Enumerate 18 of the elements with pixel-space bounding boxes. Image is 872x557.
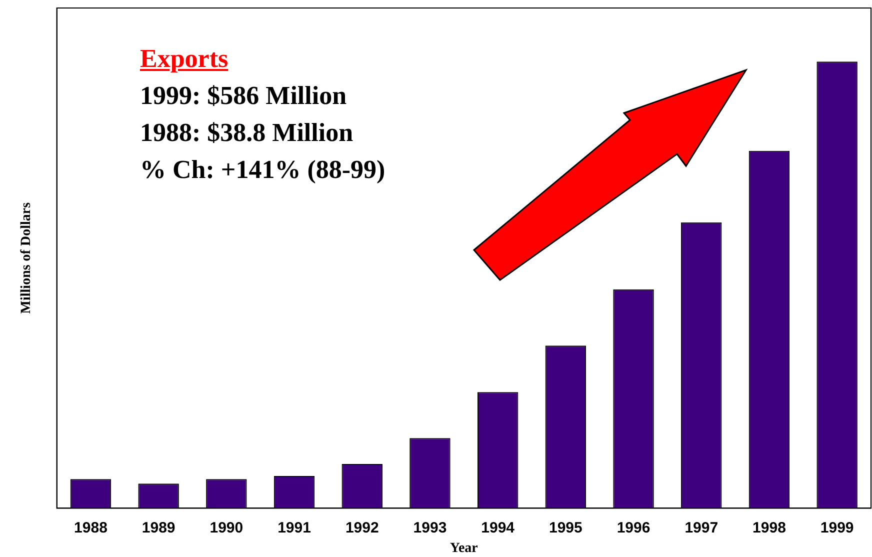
- x-axis-title: Year: [450, 541, 478, 556]
- x-tick-label: 1992: [345, 519, 379, 536]
- x-tick-label: 1993: [413, 519, 447, 536]
- y-axis-title: Millions of Dollars: [19, 202, 34, 314]
- x-tick-label: 1990: [210, 519, 244, 536]
- annotation: 1999: $586 Million: [140, 80, 348, 112]
- x-tick-label: 1996: [616, 519, 650, 536]
- x-tick-label: 1995: [548, 519, 582, 536]
- x-tick-label: 1991: [278, 519, 311, 536]
- x-tick-label: 1989: [142, 519, 176, 536]
- x-tick-label: 1994: [481, 519, 516, 536]
- annotation: 1988: $38.8 Million: [140, 117, 354, 149]
- x-tick-label: 1997: [684, 519, 718, 536]
- chart-title: Exports: [140, 43, 230, 75]
- annotation: % Ch: +141% (88-99): [140, 154, 386, 186]
- x-tick-label: 1998: [752, 519, 786, 536]
- x-tick-label: 1988: [74, 519, 108, 536]
- x-tick-label: 1999: [820, 519, 854, 536]
